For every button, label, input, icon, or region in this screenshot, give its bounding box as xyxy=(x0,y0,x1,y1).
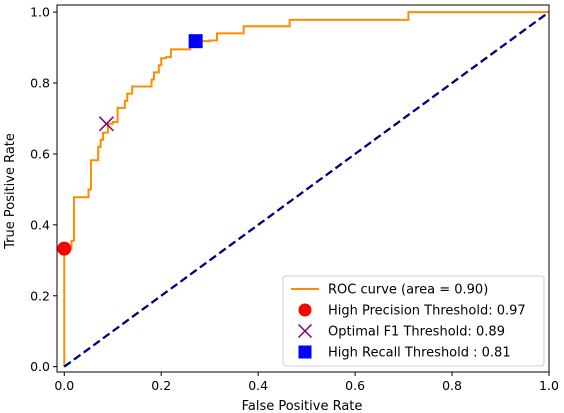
legend-roc-curve-label: ROC curve (area = 0.90) xyxy=(328,283,488,298)
axes-ticks: 0.0 0.2 0.4 0.6 0.8 1.0 0.0 0.2 0.4 0.6 0.8 1.0 xyxy=(30,4,559,393)
roc-curve-line xyxy=(63,11,549,367)
legend-roc-curve-entry: ROC curve (area = 0.90) xyxy=(291,283,488,298)
legend-high-precision-swatch xyxy=(298,303,312,317)
x-tick-label: 1.0 xyxy=(539,378,559,393)
y-axis-label: True Positive Rate xyxy=(3,133,18,250)
y-tick-label: 0.0 xyxy=(30,359,50,374)
legend-optimal-f1-entry: Optimal F1 Threshold: 0.89 xyxy=(297,323,505,340)
legend-optimal-f1-swatch-stroke-b xyxy=(297,323,313,339)
high-precision-marker xyxy=(57,241,72,256)
y-tick-label: 0.4 xyxy=(30,217,50,232)
legend-optimal-f1-label: Optimal F1 Threshold: 0.89 xyxy=(328,325,505,340)
legend-box xyxy=(282,275,545,367)
y-tick-label: 0.6 xyxy=(30,146,50,161)
y-tick-label: 1.0 xyxy=(30,5,50,20)
legend-high-precision-label: High Precision Threshold: 0.97 xyxy=(328,304,526,319)
legend-high-precision-entry: High Precision Threshold: 0.97 xyxy=(298,303,526,319)
diagonal-reference-line xyxy=(63,11,550,368)
y-tick-label: 0.8 xyxy=(30,76,50,91)
legend-optimal-f1-swatch xyxy=(297,323,313,339)
legend: ROC curve (area = 0.90) High Precision Th… xyxy=(282,275,545,367)
axes-frame xyxy=(56,4,550,373)
y-tick-label: 0.2 xyxy=(30,288,50,303)
x-tick-label: 0.6 xyxy=(345,378,365,393)
legend-high-recall-label: High Recall Threshold : 0.81 xyxy=(328,346,511,361)
plot-area xyxy=(57,11,550,368)
x-tick-label: 0.4 xyxy=(248,378,268,393)
x-tick-label: 0.2 xyxy=(151,378,171,393)
optimal-f1-marker-stroke-b xyxy=(98,116,114,132)
x-tick-label: 0.0 xyxy=(54,378,74,393)
x-tick-label: 0.8 xyxy=(442,378,462,393)
optimal-f1-marker xyxy=(98,116,114,132)
legend-high-recall-swatch xyxy=(298,345,312,359)
high-recall-marker xyxy=(188,34,203,49)
x-axis-label: False Positive Rate xyxy=(242,399,363,413)
legend-high-recall-entry: High Recall Threshold : 0.81 xyxy=(298,345,511,361)
